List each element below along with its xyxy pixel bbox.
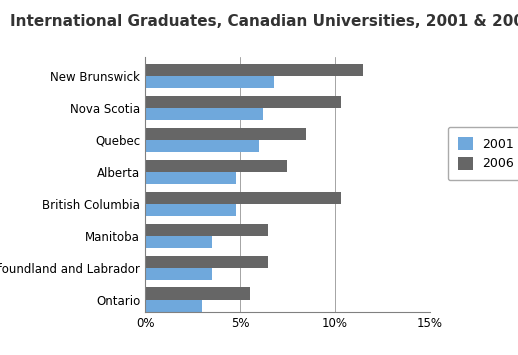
Bar bbox=[145, 108, 263, 120]
Bar bbox=[145, 128, 307, 140]
Bar bbox=[145, 268, 211, 280]
Bar bbox=[145, 172, 236, 184]
Bar bbox=[145, 224, 268, 236]
Bar bbox=[145, 256, 268, 268]
Bar bbox=[145, 76, 274, 88]
Bar bbox=[145, 288, 250, 300]
Bar bbox=[145, 64, 364, 76]
Bar bbox=[145, 160, 287, 172]
Bar bbox=[145, 96, 341, 108]
Bar bbox=[145, 204, 236, 216]
Bar bbox=[145, 192, 341, 204]
Legend: 2001, 2006: 2001, 2006 bbox=[448, 127, 518, 180]
Text: International Graduates, Canadian Universities, 2001 & 2006: International Graduates, Canadian Univer… bbox=[10, 14, 518, 29]
Bar bbox=[145, 300, 202, 312]
Bar bbox=[145, 140, 259, 152]
Bar bbox=[145, 236, 211, 248]
